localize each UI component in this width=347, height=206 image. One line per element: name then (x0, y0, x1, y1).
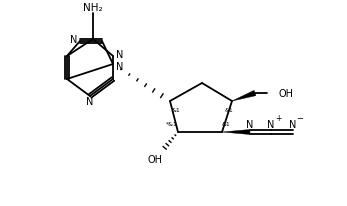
Text: −: − (296, 114, 304, 123)
Text: &1: &1 (225, 107, 234, 112)
Text: OH: OH (147, 154, 162, 164)
Text: N: N (116, 62, 124, 72)
Text: N: N (289, 119, 297, 129)
Text: &1: &1 (222, 122, 230, 127)
Text: N: N (246, 119, 254, 129)
Text: &1: &1 (172, 107, 180, 112)
Text: N: N (116, 50, 124, 60)
Polygon shape (232, 91, 256, 102)
Polygon shape (222, 130, 250, 135)
Text: *&1: *&1 (166, 122, 178, 127)
Text: N: N (267, 119, 275, 129)
Text: N: N (86, 97, 94, 107)
Text: N: N (70, 35, 77, 45)
Text: NH₂: NH₂ (83, 3, 103, 13)
Text: OH: OH (279, 89, 294, 98)
Text: +: + (275, 114, 281, 123)
